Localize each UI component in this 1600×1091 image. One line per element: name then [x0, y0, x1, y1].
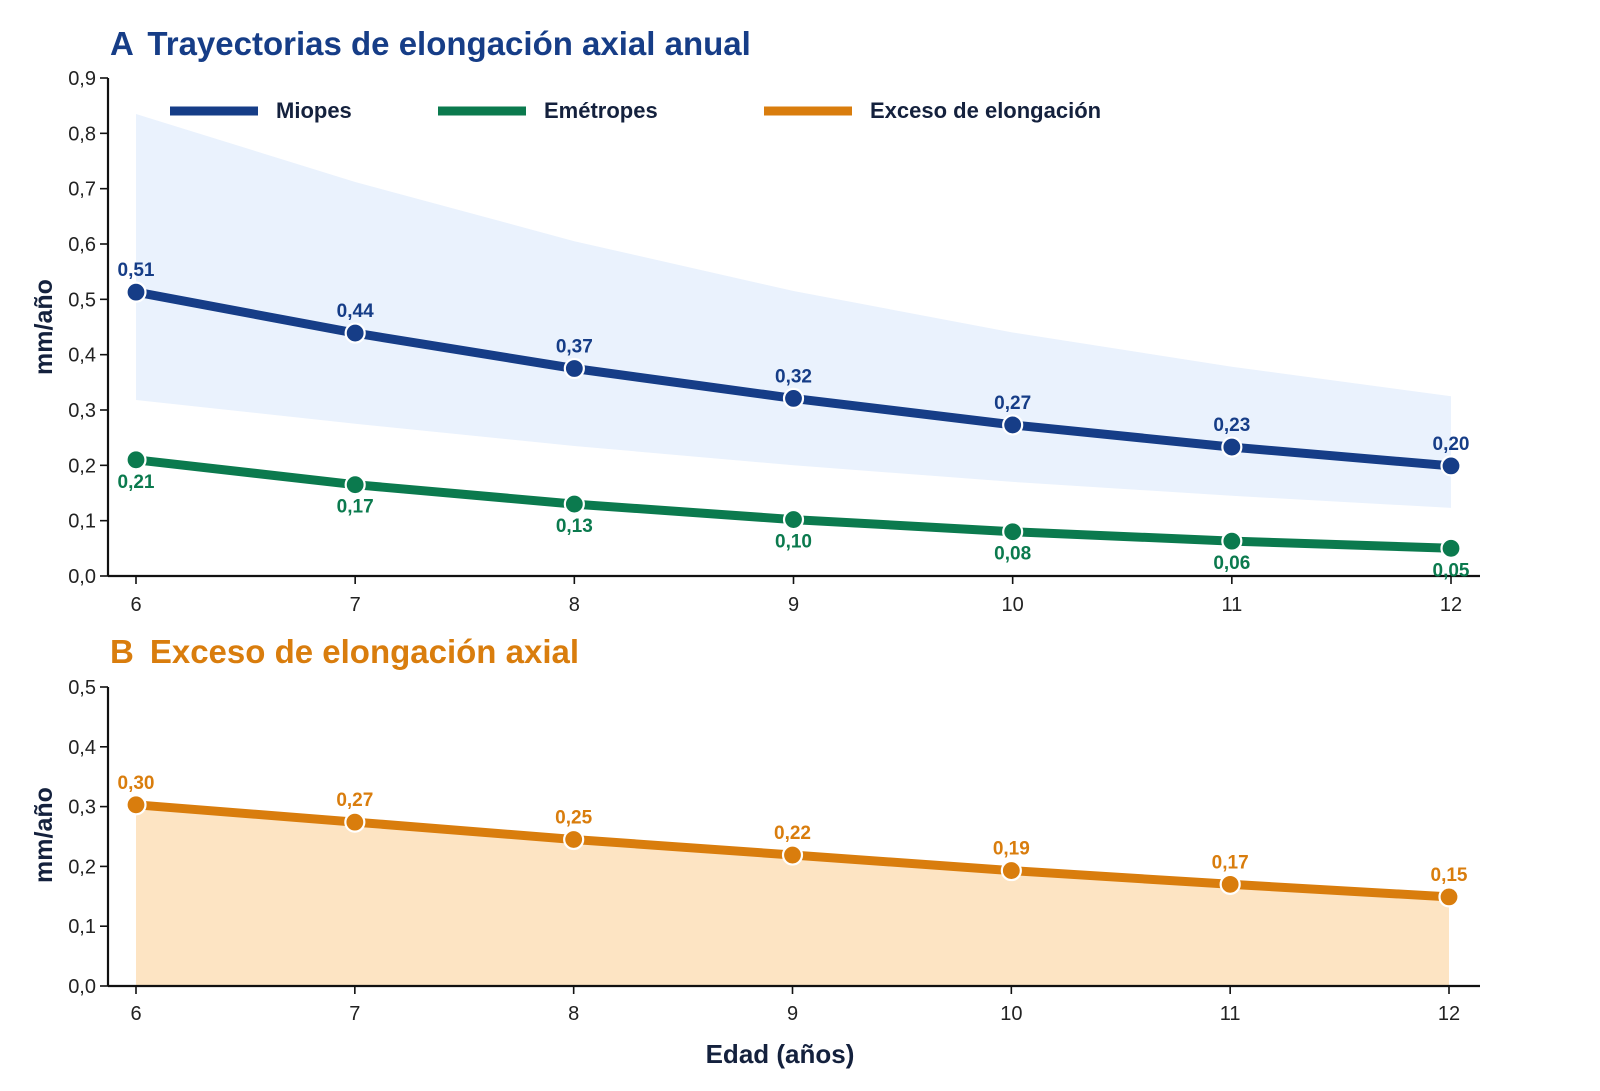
- x-tick-label: 11: [1220, 1003, 1241, 1025]
- data-label-exceso-de-elongacion: 0,22: [774, 823, 811, 844]
- y-tick-label: 0,8: [68, 123, 96, 145]
- x-tick-label: 8: [568, 1003, 579, 1025]
- x-tick-label: 10: [1000, 1003, 1022, 1025]
- x-tick-label: 9: [788, 594, 799, 616]
- data-label-exceso-de-elongacion: 0,15: [1431, 865, 1468, 886]
- data-point-emetropes: [563, 493, 585, 515]
- data-point-exceso-de-elongacion: [1000, 859, 1022, 882]
- x-axis-title: Edad (años): [706, 1039, 855, 1069]
- x-tick-label: 9: [787, 1003, 798, 1025]
- confidence-band-miopes: [136, 114, 1451, 508]
- data-label-emetropes: 0,13: [556, 516, 593, 537]
- x-tick-label: 8: [569, 594, 580, 616]
- data-point-exceso-de-elongacion: [563, 828, 585, 851]
- data-label-emetropes: 0,05: [1433, 560, 1470, 581]
- data-label-exceso-de-elongacion: 0,30: [118, 773, 155, 794]
- panel-title-b: B Exceso de elongación axial: [110, 633, 579, 670]
- data-point-emetropes: [782, 508, 805, 531]
- panel-title-text: Trayectorias de elongación axial anual: [147, 25, 750, 62]
- y-tick-label: 0,7: [68, 179, 96, 201]
- legend-label: Miopes: [276, 98, 352, 123]
- data-point-miopes: [782, 387, 805, 409]
- data-point-miopes: [1002, 414, 1024, 436]
- x-tick-label: 11: [1221, 594, 1242, 616]
- data-point-exceso-de-elongacion: [781, 844, 804, 866]
- x-tick-label: 12: [1440, 594, 1462, 616]
- x-tick-label: 7: [350, 594, 361, 616]
- y-tick-label: 0,1: [68, 916, 96, 938]
- y-tick-label: 0,4: [68, 345, 96, 367]
- data-label-exceso-de-elongacion: 0,17: [1212, 852, 1249, 873]
- data-label-exceso-de-elongacion: 0,27: [336, 790, 373, 811]
- data-label-miopes: 0,27: [994, 393, 1031, 414]
- y-tick-label: 0,3: [68, 400, 96, 422]
- y-tick-label: 0,2: [68, 856, 96, 878]
- data-point-emetropes: [1002, 521, 1024, 543]
- data-label-emetropes: 0,06: [1213, 553, 1250, 574]
- data-point-emetropes: [1440, 537, 1462, 559]
- data-point-emetropes: [125, 449, 147, 471]
- data-label-miopes: 0,51: [118, 260, 155, 281]
- data-point-miopes: [344, 322, 366, 344]
- data-label-emetropes: 0,21: [118, 472, 155, 493]
- data-label-emetropes: 0,10: [775, 532, 812, 553]
- area-exceso: [136, 804, 1449, 986]
- data-point-exceso-de-elongacion: [1219, 873, 1241, 895]
- panel-title-a: A Trayectorias de elongación axial anual: [110, 25, 751, 62]
- data-point-miopes: [125, 281, 147, 303]
- x-tick-label: 12: [1438, 1003, 1460, 1025]
- data-point-miopes: [1221, 436, 1243, 458]
- y-tick-label: 0,0: [68, 566, 96, 588]
- data-point-exceso-de-elongacion: [125, 794, 147, 816]
- y-tick-label: 0,3: [68, 797, 96, 819]
- data-label-miopes: 0,32: [775, 366, 812, 387]
- data-label-miopes: 0,44: [337, 301, 374, 322]
- data-point-emetropes: [1221, 530, 1243, 552]
- y-tick-label: 0,1: [68, 511, 96, 533]
- data-point-miopes: [1440, 455, 1462, 477]
- data-label-miopes: 0,20: [1433, 434, 1470, 455]
- y-axis-title: mm/año: [30, 279, 58, 375]
- y-tick-label: 0,5: [68, 289, 96, 311]
- y-tick-label: 0,4: [68, 737, 96, 759]
- data-label-emetropes: 0,17: [337, 497, 374, 518]
- y-tick-label: 0,5: [68, 677, 96, 699]
- y-tick-label: 0,0: [68, 976, 96, 998]
- y-tick-label: 0,9: [68, 68, 96, 90]
- data-point-miopes: [563, 357, 585, 380]
- y-tick-label: 0,2: [68, 455, 96, 477]
- y-axis-title: mm/año: [30, 787, 58, 883]
- data-label-emetropes: 0,08: [994, 544, 1031, 565]
- data-point-emetropes: [344, 474, 366, 496]
- x-tick-label: 6: [130, 594, 141, 616]
- x-tick-label: 6: [130, 1003, 141, 1025]
- x-tick-label: 7: [349, 1003, 360, 1025]
- data-label-miopes: 0,23: [1213, 415, 1250, 436]
- panel-letter: A: [110, 25, 133, 62]
- data-point-exceso-de-elongacion: [1438, 886, 1460, 908]
- legend-label: Exceso de elongación: [870, 98, 1101, 123]
- y-tick-label: 0,6: [68, 234, 96, 256]
- data-label-exceso-de-elongacion: 0,19: [993, 839, 1030, 860]
- panel-title-text: Exceso de elongación axial: [150, 633, 579, 670]
- data-label-exceso-de-elongacion: 0,25: [555, 807, 592, 828]
- data-label-miopes: 0,37: [556, 337, 593, 358]
- legend-label: Emétropes: [544, 98, 658, 123]
- data-point-exceso-de-elongacion: [344, 811, 366, 833]
- panel-letter: B: [110, 633, 134, 670]
- x-tick-label: 10: [1002, 594, 1024, 616]
